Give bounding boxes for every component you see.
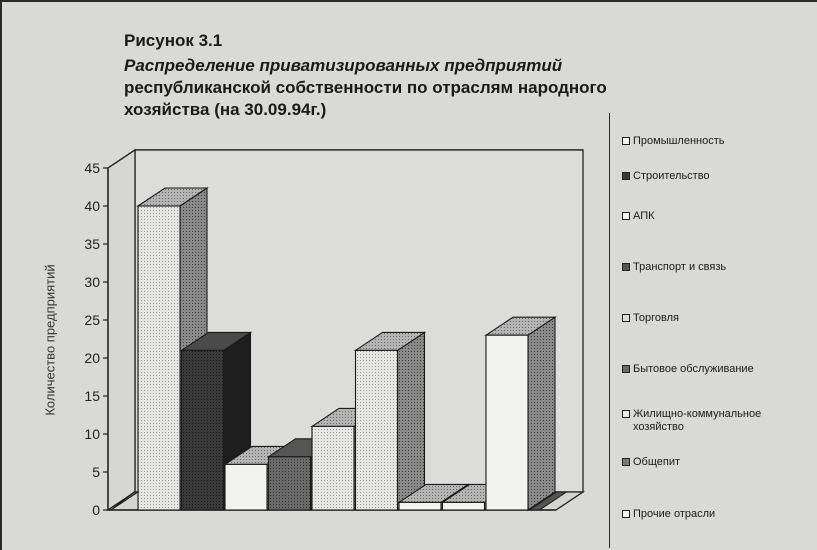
legend-item: Жилищно-коммунальное хозяйство	[622, 408, 812, 434]
legend-swatch	[622, 212, 630, 220]
legend-swatch	[622, 137, 630, 145]
y-axis-label: Количество предприятий	[42, 264, 58, 416]
legend-swatch	[622, 263, 630, 271]
bar-front	[267, 456, 312, 511]
legend-label: Транспорт и связь	[633, 261, 727, 273]
y-tick-label: 15	[84, 388, 100, 404]
bar	[353, 331, 427, 512]
y-tick-label: 45	[84, 160, 100, 176]
bar-front	[224, 463, 268, 511]
legend-swatch	[622, 365, 630, 373]
bar-front	[398, 501, 442, 511]
figure-title-line-3: хозяйства (на 30.09.94г.)	[124, 100, 327, 119]
legend-label: Общепит	[633, 456, 681, 468]
legend-label: Жилищно-коммунальное хозяйство	[633, 408, 762, 433]
legend-label: Бытовое обслуживание	[633, 363, 754, 375]
frame-top-border	[0, 0, 817, 2]
bar	[484, 316, 557, 512]
bar-zero-edge	[110, 491, 569, 511]
bar-front	[137, 205, 181, 511]
legend-swatch	[622, 458, 630, 466]
legend-item: Общепит	[622, 456, 812, 469]
y-tick-label: 30	[84, 274, 100, 290]
legend-label: АПК	[633, 210, 655, 222]
legend-label: Строительство	[633, 170, 710, 182]
bar-side	[527, 316, 556, 512]
legend-swatch	[622, 314, 630, 322]
y-tick-label: 0	[92, 502, 100, 518]
bar-zero-right	[527, 491, 569, 511]
y-tick-label: 20	[84, 350, 100, 366]
frame-left-border	[0, 0, 2, 550]
legend: Промышленность Строительство АПК Транспорт …	[609, 113, 816, 548]
bar-side	[396, 331, 426, 512]
figure-title-line-2: республиканской собственности по отрасля…	[124, 78, 607, 97]
legend-item: Строительство	[622, 170, 812, 183]
chart-bars	[110, 186, 569, 512]
legend-swatch	[622, 510, 630, 518]
legend-item: Промышленность	[622, 135, 812, 148]
figure-title-italic: Распределение приватизированных предприя…	[124, 56, 563, 75]
legend-swatch	[622, 172, 630, 180]
legend-swatch	[622, 410, 630, 418]
y-tick-label: 5	[92, 464, 100, 480]
chart-left-wall	[107, 148, 136, 512]
bar-front	[441, 501, 486, 511]
bar-front	[180, 349, 225, 511]
legend-label: Прочие отрасли	[633, 508, 716, 520]
y-tick-label: 40	[84, 198, 100, 214]
bar-zero-left	[110, 491, 140, 511]
figure-label: Рисунок 3.1	[124, 31, 223, 50]
bar-front	[354, 349, 399, 511]
legend-item: Прочие отрасли	[622, 508, 812, 521]
y-axis-ticks: 0 5 10 15 20 25 30 35 40 45	[84, 160, 108, 518]
y-tick-label: 10	[84, 426, 100, 442]
legend-item: АПК	[622, 210, 812, 223]
figure-caption: Рисунок 3.1 Распределение приватизирован…	[124, 30, 614, 121]
legend-item: Торговля	[622, 312, 812, 325]
legend-label: Торговля	[633, 312, 679, 324]
legend-label: Промышленность	[633, 135, 725, 147]
legend-item: Транспорт и связь	[622, 261, 812, 274]
y-tick-label: 35	[84, 236, 100, 252]
bar-front	[311, 425, 355, 511]
bar-front	[485, 334, 529, 511]
legend-item: Бытовое обслуживание	[622, 363, 812, 376]
y-tick-label: 25	[84, 312, 100, 328]
